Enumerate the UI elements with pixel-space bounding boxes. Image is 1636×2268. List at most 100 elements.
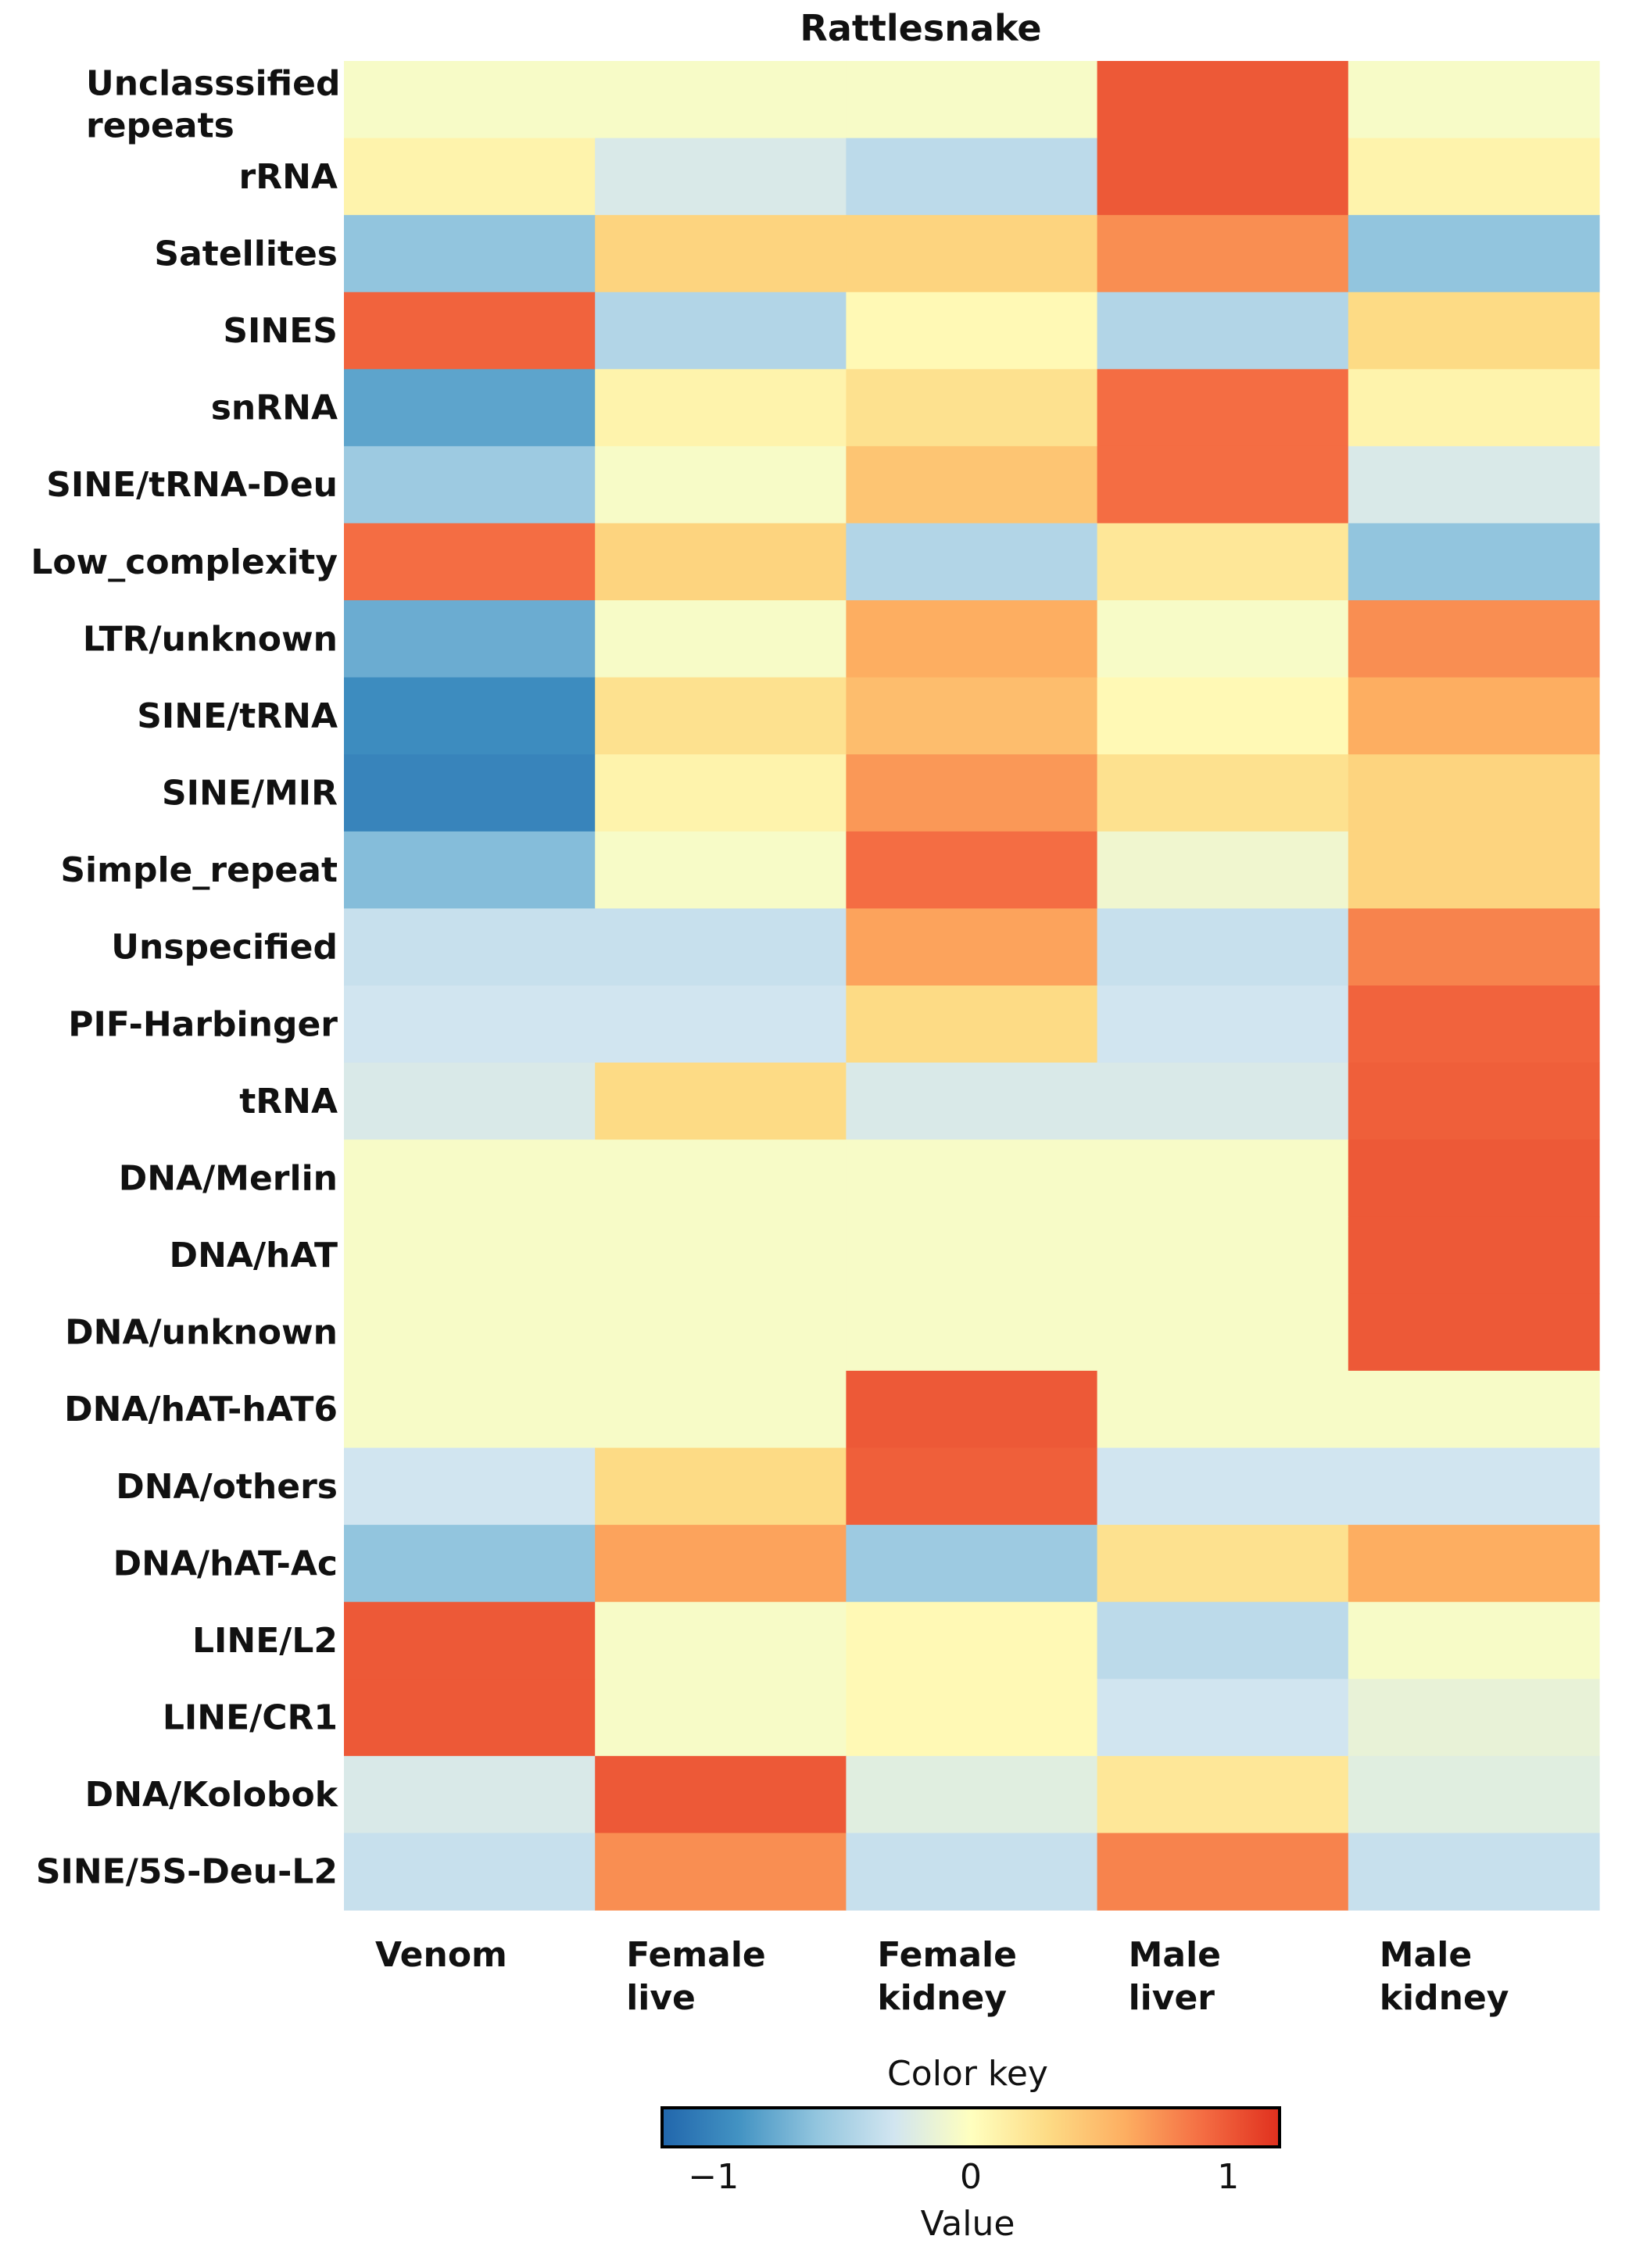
heatmap-cell <box>1348 1833 1600 1911</box>
heatmap-cell <box>1097 1601 1349 1680</box>
heatmap-cell <box>1348 61 1600 139</box>
heatmap-cell <box>1348 1370 1600 1449</box>
heatmap-cell <box>846 1139 1098 1218</box>
heatmap-cell <box>344 908 596 986</box>
row-label: DNA/hAT <box>170 1236 338 1275</box>
heatmap-cell <box>1097 1525 1349 1603</box>
heatmap-cell <box>595 138 847 216</box>
heatmap-cell <box>1097 1370 1349 1449</box>
heatmap-cell <box>1348 1216 1600 1294</box>
heatmap-cell <box>595 369 847 447</box>
row-label: PIF-Harbinger <box>68 1004 338 1044</box>
heatmap-cell <box>1348 754 1600 832</box>
heatmap-cell <box>344 369 596 447</box>
heatmap-cell <box>1348 215 1600 293</box>
heatmap-cell <box>344 1755 596 1834</box>
heatmap-cell <box>595 1525 847 1603</box>
heatmap-cell <box>1097 908 1349 986</box>
heatmap-cell <box>344 292 596 370</box>
heatmap-cell <box>595 1679 847 1757</box>
heatmap-cell <box>846 600 1098 678</box>
row-label: Simple_repeat <box>60 850 338 890</box>
heatmap-cells <box>344 61 1600 1911</box>
heatmap-cell <box>595 292 847 370</box>
heatmap-cell <box>344 215 596 293</box>
row-label: SINE/tRNA <box>137 696 338 736</box>
heatmap-cell <box>1348 1525 1600 1603</box>
heatmap-cell <box>595 1216 847 1294</box>
heatmap-cell <box>1097 1216 1349 1294</box>
heatmap-cell <box>1348 138 1600 216</box>
heatmap-cell <box>595 908 847 986</box>
heatmap-cell <box>1348 1139 1600 1218</box>
heatmap-cell <box>595 1601 847 1680</box>
chart-title: Rattlesnake <box>800 7 1041 49</box>
heatmap-cell <box>846 1525 1098 1603</box>
color-key-ticks: −1 0 1 <box>688 2157 1239 2197</box>
heatmap-cell <box>1348 1293 1600 1372</box>
heatmap-cell <box>344 754 596 832</box>
row-label: DNA/unknown <box>65 1313 338 1353</box>
heatmap-cell <box>1097 1679 1349 1757</box>
column-label: Female kidney <box>877 1935 1017 2018</box>
heatmap-cell <box>846 1755 1098 1834</box>
heatmap-cell <box>344 1601 596 1680</box>
heatmap-cell <box>846 831 1098 910</box>
row-label: rRNA <box>239 157 338 197</box>
heatmap-cell <box>595 1062 847 1140</box>
heatmap-cell <box>344 138 596 216</box>
heatmap-cell <box>595 1755 847 1834</box>
heatmap-cell <box>1097 831 1349 910</box>
row-label: Unclasssified repeats <box>86 63 341 145</box>
heatmap-cell <box>1348 1679 1600 1757</box>
heatmap-cell <box>1097 292 1349 370</box>
heatmap-cell <box>595 986 847 1064</box>
heatmap-cell <box>344 677 596 755</box>
heatmap-cell <box>846 1601 1098 1680</box>
row-label: LINE/L2 <box>192 1621 338 1661</box>
heatmap-cell <box>846 61 1098 139</box>
heatmap-cell <box>595 1833 847 1911</box>
heatmap-cell <box>595 1447 847 1526</box>
heatmap-cell <box>846 138 1098 216</box>
heatmap-cell <box>1348 600 1600 678</box>
heatmap-cell <box>595 61 847 139</box>
heatmap-cell <box>1097 1293 1349 1372</box>
row-label: SINE/5S-Deu-L2 <box>36 1852 338 1892</box>
heatmap-cell <box>1097 754 1349 832</box>
heatmap-cell <box>846 445 1098 524</box>
heatmap-cell <box>344 1370 596 1449</box>
heatmap-cell <box>846 1216 1098 1294</box>
heatmap-cell <box>1348 908 1600 986</box>
row-label: DNA/Kolobok <box>85 1775 339 1815</box>
column-label: Male kidney <box>1380 1935 1509 2018</box>
heatmap-cell <box>846 908 1098 986</box>
heatmap-cell <box>344 1062 596 1140</box>
heatmap-cell <box>1348 292 1600 370</box>
heatmap-cell <box>1348 1755 1600 1834</box>
heatmap-cell <box>1097 986 1349 1064</box>
row-label: tRNA <box>239 1082 338 1121</box>
heatmap-cell <box>595 1370 847 1449</box>
heatmap-cell <box>1348 831 1600 910</box>
heatmap-cell <box>846 1833 1098 1911</box>
heatmap-cell <box>595 523 847 601</box>
heatmap-cell <box>846 369 1098 447</box>
heatmap-cell <box>344 1216 596 1294</box>
row-label: DNA/Merlin <box>119 1159 338 1199</box>
color-key-title: Color key <box>887 2054 1048 2094</box>
heatmap-cell <box>344 61 596 139</box>
color-key-tick-label: 1 <box>1217 2157 1239 2197</box>
row-label: Unspecified <box>111 928 338 968</box>
row-label: snRNA <box>211 388 338 428</box>
heatmap-cell <box>1348 369 1600 447</box>
heatmap-cell <box>344 600 596 678</box>
heatmap-cell <box>846 1293 1098 1372</box>
row-label: LTR/unknown <box>83 619 338 659</box>
heatmap-cell <box>1097 138 1349 216</box>
heatmap-cell <box>1348 677 1600 755</box>
heatmap-cell <box>1348 1601 1600 1680</box>
heatmap-cell <box>1097 1833 1349 1911</box>
heatmap-cell <box>344 1833 596 1911</box>
heatmap-cell <box>1097 1062 1349 1140</box>
